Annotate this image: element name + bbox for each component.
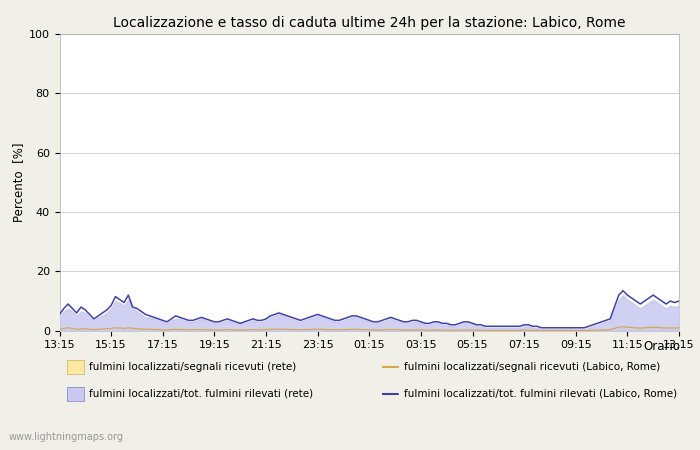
Title: Localizzazione e tasso di caduta ultime 24h per la stazione: Labico, Rome: Localizzazione e tasso di caduta ultime …	[113, 16, 626, 30]
Text: fulmini localizzati/segnali ricevuti (rete): fulmini localizzati/segnali ricevuti (re…	[89, 362, 296, 372]
Text: www.lightningmaps.org: www.lightningmaps.org	[8, 432, 123, 442]
Text: Orario: Orario	[643, 340, 680, 353]
Y-axis label: Percento  [%]: Percento [%]	[12, 143, 24, 222]
Text: fulmini localizzati/tot. fulmini rilevati (Labico, Rome): fulmini localizzati/tot. fulmini rilevat…	[404, 389, 677, 399]
Text: fulmini localizzati/tot. fulmini rilevati (rete): fulmini localizzati/tot. fulmini rilevat…	[89, 389, 313, 399]
Text: fulmini localizzati/segnali ricevuti (Labico, Rome): fulmini localizzati/segnali ricevuti (La…	[404, 362, 660, 372]
